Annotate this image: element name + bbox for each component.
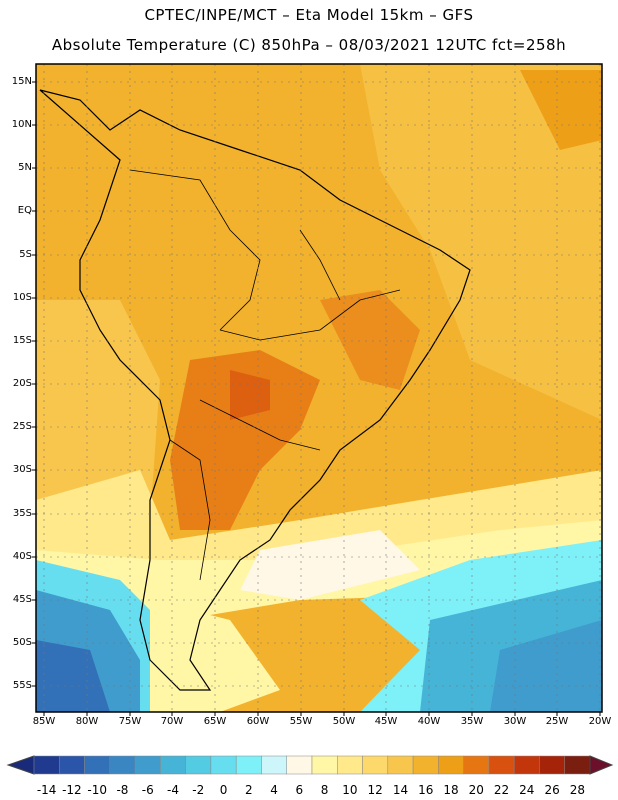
colorbar-swatch bbox=[412, 755, 439, 775]
colorbar-swatch bbox=[387, 755, 414, 775]
continent-outline bbox=[39, 89, 471, 691]
lon-label: 40W bbox=[417, 716, 441, 727]
colorbar-tick-label: 14 bbox=[392, 783, 409, 797]
colorbar-tick-label: -12 bbox=[62, 783, 82, 797]
colorbar-swatch bbox=[337, 755, 363, 775]
colorbar-tick-label: -4 bbox=[167, 783, 179, 797]
lat-label: 35S bbox=[12, 508, 32, 519]
lat-label: 45S bbox=[12, 594, 32, 605]
lat-label: 5N bbox=[18, 162, 32, 173]
colorbar-swatch bbox=[185, 755, 212, 775]
map-frame bbox=[35, 63, 603, 713]
colorbar-under-arrow bbox=[6, 755, 35, 775]
lon-label: 75W bbox=[118, 716, 142, 727]
colorbar-tick-label: 4 bbox=[270, 783, 278, 797]
colorbar-tick-label: 0 bbox=[219, 783, 228, 797]
colorbar-swatch bbox=[84, 755, 111, 775]
map-title-line1: CPTEC/INPE/MCT – Eta Model 15km – GFS bbox=[144, 6, 474, 24]
lat-label: 50S bbox=[12, 637, 32, 648]
lon-label: 35W bbox=[460, 716, 484, 727]
lon-label: 45W bbox=[374, 716, 398, 727]
colorbar-tick-label: -6 bbox=[141, 783, 154, 797]
colorbar-tick-label: 16 bbox=[418, 783, 434, 797]
colorbar-swatch bbox=[513, 755, 540, 775]
lat-label: 25S bbox=[12, 421, 32, 432]
colorbar-tick-label: 28 bbox=[569, 783, 585, 797]
colorbar-tick-label: 12 bbox=[367, 783, 383, 797]
lat-label: 40S bbox=[12, 551, 32, 562]
lat-label: 20S bbox=[12, 378, 32, 389]
colorbar-swatch bbox=[438, 755, 464, 775]
colorbar-tick-label: -10 bbox=[87, 783, 107, 797]
lon-label: 30W bbox=[503, 716, 527, 727]
colorbar-swatch bbox=[564, 755, 591, 775]
lat-label: 15S bbox=[12, 335, 32, 346]
lon-label: 70W bbox=[160, 716, 184, 727]
lon-label: 60W bbox=[246, 716, 270, 727]
colorbar-tick-label: 10 bbox=[342, 783, 358, 797]
colorbar-swatch bbox=[59, 755, 85, 775]
colorbar-swatch bbox=[33, 755, 60, 775]
lat-label: 5S bbox=[19, 249, 32, 260]
colorbar-swatch bbox=[109, 755, 136, 775]
colorbar-tick-label: 22 bbox=[493, 783, 510, 797]
map-title-line2: Absolute Temperature (C) 850hPa – 08/03/… bbox=[51, 36, 567, 54]
colorbar-swatch bbox=[286, 755, 313, 775]
lon-label: 25W bbox=[545, 716, 569, 727]
lat-label: 10N bbox=[11, 119, 32, 130]
lat-label: 15N bbox=[11, 76, 32, 87]
colorbar-tick-label: -2 bbox=[192, 783, 205, 797]
colorbar-swatch bbox=[261, 755, 287, 775]
lat-label: EQ bbox=[17, 205, 32, 216]
colorbar-tick-label: -14 bbox=[36, 783, 57, 797]
lon-label: 85W bbox=[32, 716, 56, 727]
colorbar-over-arrow bbox=[589, 755, 614, 775]
lat-label: 10S bbox=[12, 292, 32, 303]
colorbar-tick-label: -8 bbox=[116, 783, 129, 797]
colorbar bbox=[6, 755, 614, 775]
colorbar-tick-label: 8 bbox=[320, 783, 329, 797]
colorbar-swatch bbox=[235, 755, 262, 775]
lat-label: 30S bbox=[12, 464, 32, 475]
colorbar-tick-label: 2 bbox=[244, 783, 253, 797]
lon-label: 80W bbox=[75, 716, 99, 727]
lon-label: 20W bbox=[588, 716, 612, 727]
colorbar-swatch bbox=[134, 755, 161, 775]
graticule bbox=[36, 64, 602, 712]
colorbar-swatch bbox=[311, 755, 338, 775]
colorbar-swatch bbox=[160, 755, 186, 775]
lat-label: 55S bbox=[12, 680, 32, 691]
colorbar-tick-label: 20 bbox=[468, 783, 484, 797]
lon-label: 50W bbox=[332, 716, 356, 727]
colorbar-tick-label: 24 bbox=[519, 783, 535, 797]
colorbar-swatch bbox=[210, 755, 237, 775]
colorbar-swatch bbox=[463, 755, 490, 775]
colorbar-swatch bbox=[488, 755, 515, 775]
colorbar-swatch bbox=[539, 755, 565, 775]
colorbar-tick-label: 6 bbox=[295, 783, 304, 797]
lon-label: 55W bbox=[289, 716, 313, 727]
lon-label: 65W bbox=[203, 716, 227, 727]
colorbar-tick-label: 26 bbox=[544, 783, 560, 797]
colorbar-swatch bbox=[362, 755, 389, 775]
colorbar-tick-label: 18 bbox=[443, 783, 459, 797]
